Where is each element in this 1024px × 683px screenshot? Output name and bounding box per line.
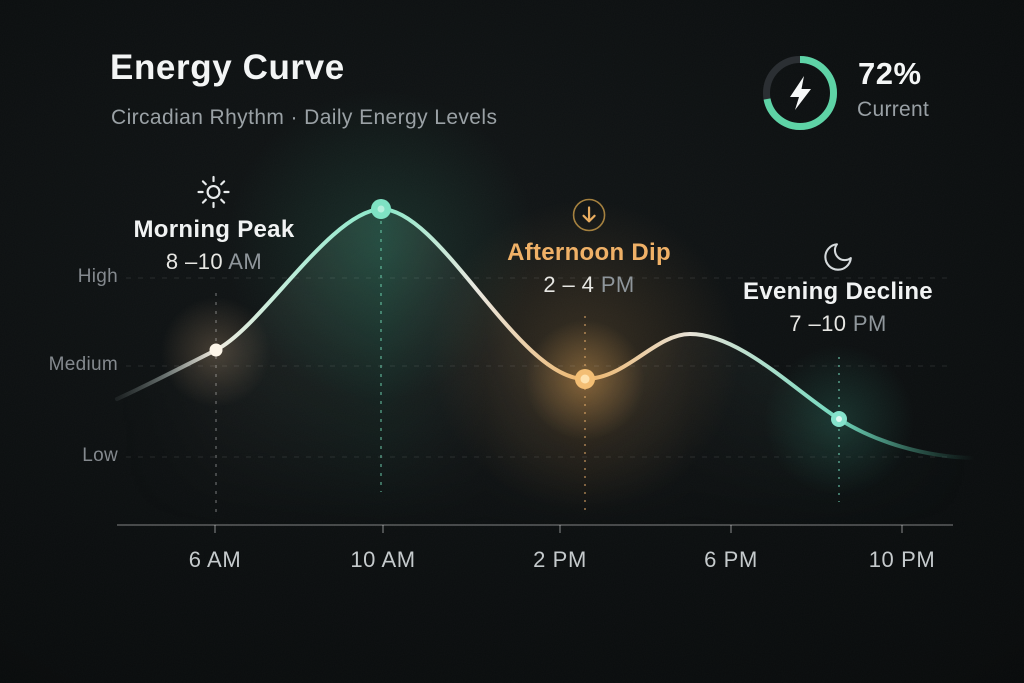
arrow-down-circle-icon bbox=[507, 195, 671, 235]
annotation-evening-decline: Evening Decline 7 –10 PM bbox=[743, 240, 933, 337]
time-range: 2 – 4 bbox=[543, 272, 595, 297]
marker-dot bbox=[371, 199, 391, 219]
annotation-title: Afternoon Dip bbox=[507, 239, 671, 266]
annotation-time: 8 –10 AM bbox=[134, 249, 295, 275]
marker-dot bbox=[831, 411, 847, 427]
sun-icon bbox=[134, 172, 295, 212]
gauge-arc bbox=[763, 56, 837, 130]
time-meridiem: PM bbox=[852, 311, 887, 336]
marker-dot bbox=[209, 343, 223, 357]
page-title: Energy Curve bbox=[110, 48, 345, 87]
y-axis-label: Low bbox=[82, 445, 118, 466]
time-meridiem: PM bbox=[600, 272, 635, 297]
x-axis-label: 10 AM bbox=[350, 547, 416, 572]
gauge-label: Current bbox=[857, 98, 930, 121]
annotation-morning-peak: Morning Peak 8 –10 AM bbox=[134, 172, 295, 275]
ambient-glow bbox=[525, 320, 645, 440]
annotation-title: Morning Peak bbox=[133, 216, 295, 243]
current-energy-gauge bbox=[758, 51, 842, 135]
x-axis-label: 6 PM bbox=[704, 547, 758, 572]
lightning-icon bbox=[790, 76, 811, 110]
marker-dot bbox=[575, 369, 595, 389]
marker-dot-core bbox=[580, 374, 590, 384]
ambient-glow bbox=[764, 345, 914, 495]
gauge-value: 72% bbox=[858, 56, 922, 91]
time-meridiem: AM bbox=[228, 249, 263, 274]
time-range: 7 –10 bbox=[789, 311, 847, 336]
axis-layer bbox=[117, 524, 953, 533]
annotation-afternoon-dip: Afternoon Dip 2 – 4 PM bbox=[507, 195, 671, 298]
marker-dot-core bbox=[377, 205, 385, 213]
annotation-time: 2 – 4 PM bbox=[507, 272, 671, 298]
moon-icon bbox=[743, 240, 933, 274]
x-axis-label: 10 PM bbox=[868, 547, 936, 572]
annotation-time: 7 –10 PM bbox=[743, 311, 933, 337]
time-range: 8 –10 bbox=[165, 249, 223, 274]
annotation-title: Evening Decline bbox=[743, 278, 933, 305]
x-axis-label: 2 PM bbox=[533, 547, 587, 572]
page-subtitle: Circadian Rhythm · Daily Energy Levels bbox=[111, 106, 498, 129]
y-axis-label: High bbox=[77, 266, 118, 287]
marker-dot-core bbox=[836, 416, 842, 422]
y-axis-label: Medium bbox=[48, 354, 118, 375]
gauge-ring bbox=[763, 56, 837, 130]
ambient-glow bbox=[161, 297, 271, 407]
x-axis-label: 6 AM bbox=[188, 547, 242, 572]
